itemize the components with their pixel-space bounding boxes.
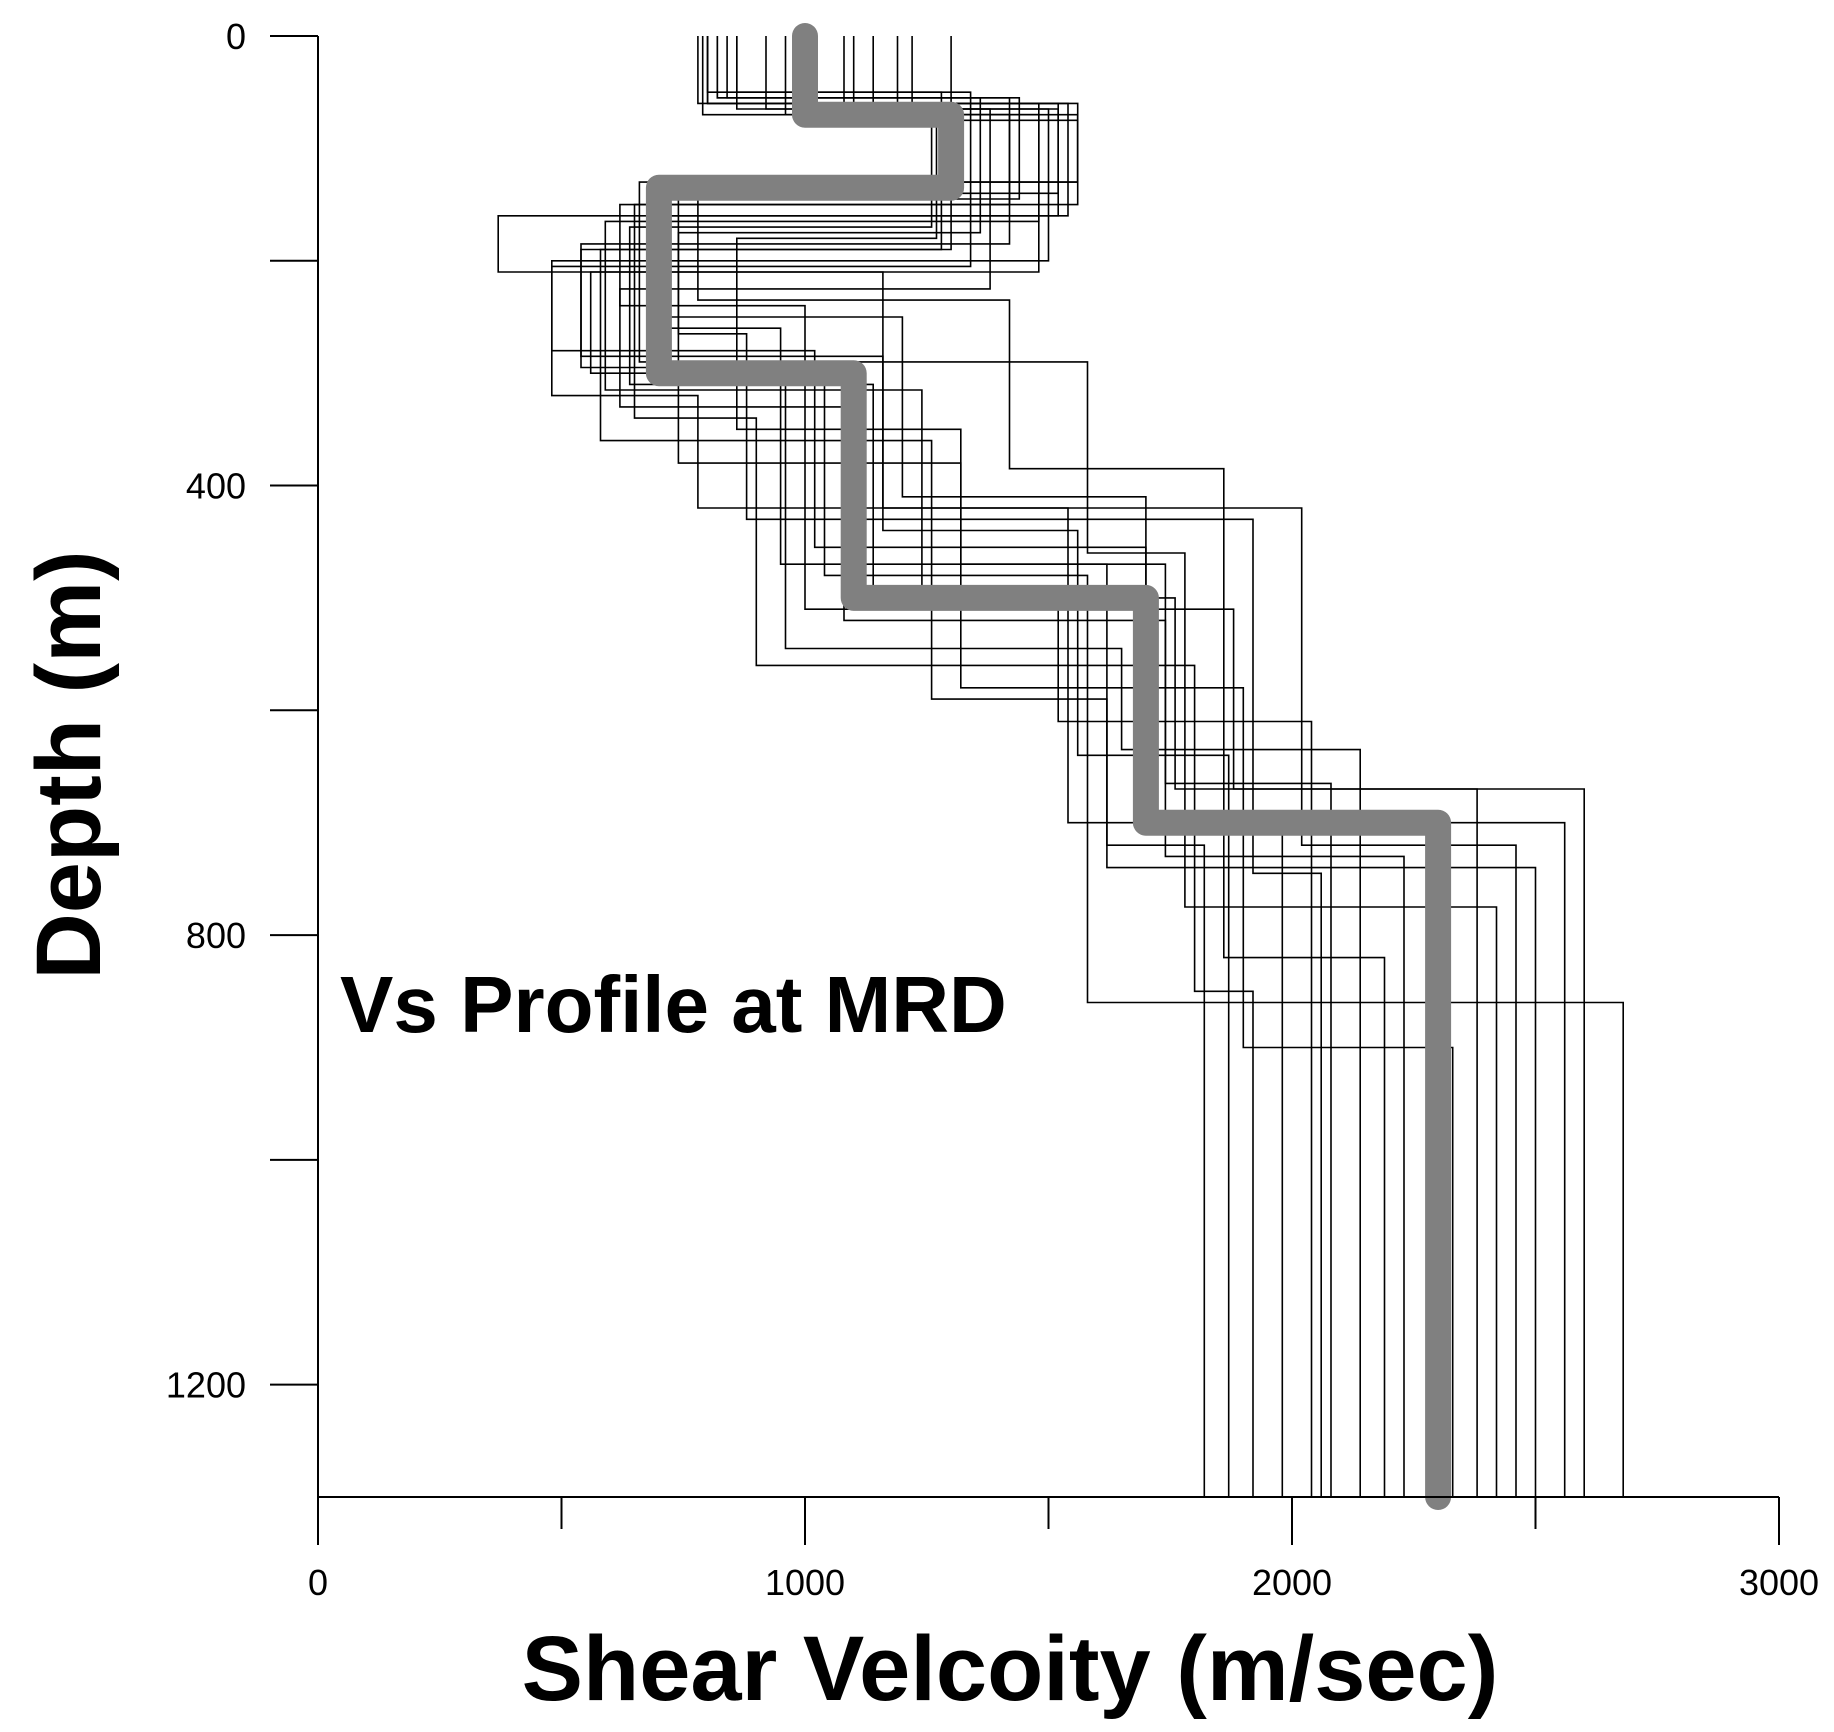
vs-profile-line-1 bbox=[648, 36, 1206, 1497]
mean-profile-group bbox=[645, 23, 1452, 1510]
y-tick-label-0: 0 bbox=[226, 16, 246, 57]
vs-profile-line-3 bbox=[633, 36, 1254, 1497]
ticks-group: 0 400 800 1200 0 1000 2000 3000 bbox=[166, 16, 1819, 1603]
vs-profile-line-6 bbox=[677, 36, 1322, 1497]
y-tick-label-800: 800 bbox=[186, 915, 246, 956]
vs-profile-line-5 bbox=[604, 36, 1313, 1497]
x-axis-title: Shear Velcoity (m/sec) bbox=[522, 1618, 1499, 1720]
vs-profile-line-15 bbox=[551, 36, 1517, 1497]
y-tick-label-400: 400 bbox=[186, 466, 246, 507]
x-tick-label-0: 0 bbox=[308, 1562, 328, 1603]
x-tick-label-2000: 2000 bbox=[1252, 1562, 1332, 1603]
x-tick-label-3000: 3000 bbox=[1739, 1562, 1819, 1603]
vs-profile-line-14 bbox=[638, 36, 1498, 1497]
vs-profile-line-12 bbox=[677, 36, 1454, 1497]
y-axis-title: Depth (m) bbox=[18, 550, 120, 979]
mean-vs-profile-line bbox=[645, 23, 1452, 1510]
chart-title: Vs Profile at MRD bbox=[340, 960, 1007, 1049]
x-tick-label-1000: 1000 bbox=[765, 1562, 845, 1603]
vs-profile-line-10 bbox=[736, 36, 1405, 1497]
y-tick-label-1200: 1200 bbox=[166, 1365, 246, 1406]
vs-profile-line-11 bbox=[497, 36, 1434, 1497]
